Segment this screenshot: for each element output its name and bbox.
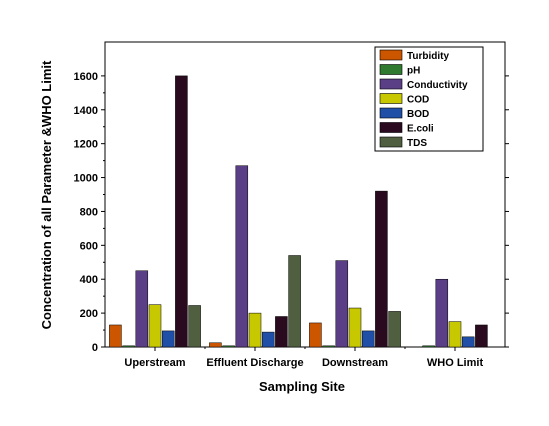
bar-ph [422, 345, 435, 348]
legend-label: Conductivity [407, 80, 468, 91]
legend-swatch [379, 122, 403, 133]
bar-conductivity [235, 165, 249, 348]
bar-ph [322, 345, 335, 348]
bar-turbidity [109, 324, 122, 348]
legend-swatch [379, 136, 403, 148]
legend-label: pH [407, 66, 420, 77]
x-axis-title: Sampling Site [259, 379, 345, 394]
bar-cod [348, 307, 362, 348]
x-category-label: Downstream [322, 357, 388, 369]
bar-e-coli [475, 324, 488, 348]
bar-bod [261, 331, 275, 348]
bar-e-coli [175, 75, 188, 348]
y-tick-label: 200 [80, 308, 98, 320]
bar-bod [461, 336, 475, 348]
bar-conductivity [335, 260, 349, 348]
legend-label: TDS [407, 138, 427, 149]
y-tick-label: 1600 [74, 71, 98, 83]
bar-ph [222, 345, 235, 348]
bar-turbidity [209, 342, 222, 348]
bar-cod [248, 312, 262, 348]
y-tick-label: 1000 [74, 173, 98, 185]
legend-swatch [379, 49, 403, 61]
legend-swatch [379, 93, 403, 104]
bar-conductivity [435, 278, 449, 348]
x-category-label: Uperstream [124, 357, 185, 369]
legend-label: BOD [407, 109, 429, 120]
y-tick-label: 800 [80, 206, 98, 218]
bar-bod [361, 330, 375, 348]
y-tick-label: 0 [92, 342, 98, 354]
bar-e-coli [375, 190, 388, 348]
legend-label: COD [407, 95, 429, 106]
y-axis: 0 200 400 600 800 1000 1200 1400 1600 [74, 71, 509, 354]
bar-bod [161, 330, 175, 348]
legend-label: Turbidity [407, 51, 449, 62]
bar-tds [188, 305, 201, 348]
x-category-label: Effluent Discharge [206, 357, 303, 369]
legend-swatch [379, 107, 403, 119]
bar-conductivity [135, 270, 149, 348]
y-axis-title: Concentration of all Parameter &WHO Limi… [39, 60, 54, 329]
bar-turbidity [309, 322, 322, 348]
bar-cod [148, 304, 162, 348]
bars [109, 75, 488, 348]
legend-swatch [379, 64, 403, 75]
x-axis: Uperstream Effluent Discharge Downstream WH… [124, 347, 483, 369]
y-tick-label: 1200 [74, 139, 98, 151]
bar-ph [122, 345, 135, 348]
y-tick-label: 600 [80, 240, 98, 252]
bar-tds [388, 311, 401, 348]
y-tick-label: 400 [80, 274, 98, 286]
bar-tds [288, 255, 301, 348]
legend-swatch [379, 78, 403, 90]
bar-e-coli [275, 316, 288, 348]
y-tick-label: 1400 [74, 105, 98, 117]
legend: Turbidity pH Conductivity COD BOD E.coli TDS [374, 46, 484, 152]
legend-label: E.coli [407, 124, 434, 135]
bar-cod [448, 321, 462, 348]
x-category-label: WHO Limit [427, 357, 484, 369]
